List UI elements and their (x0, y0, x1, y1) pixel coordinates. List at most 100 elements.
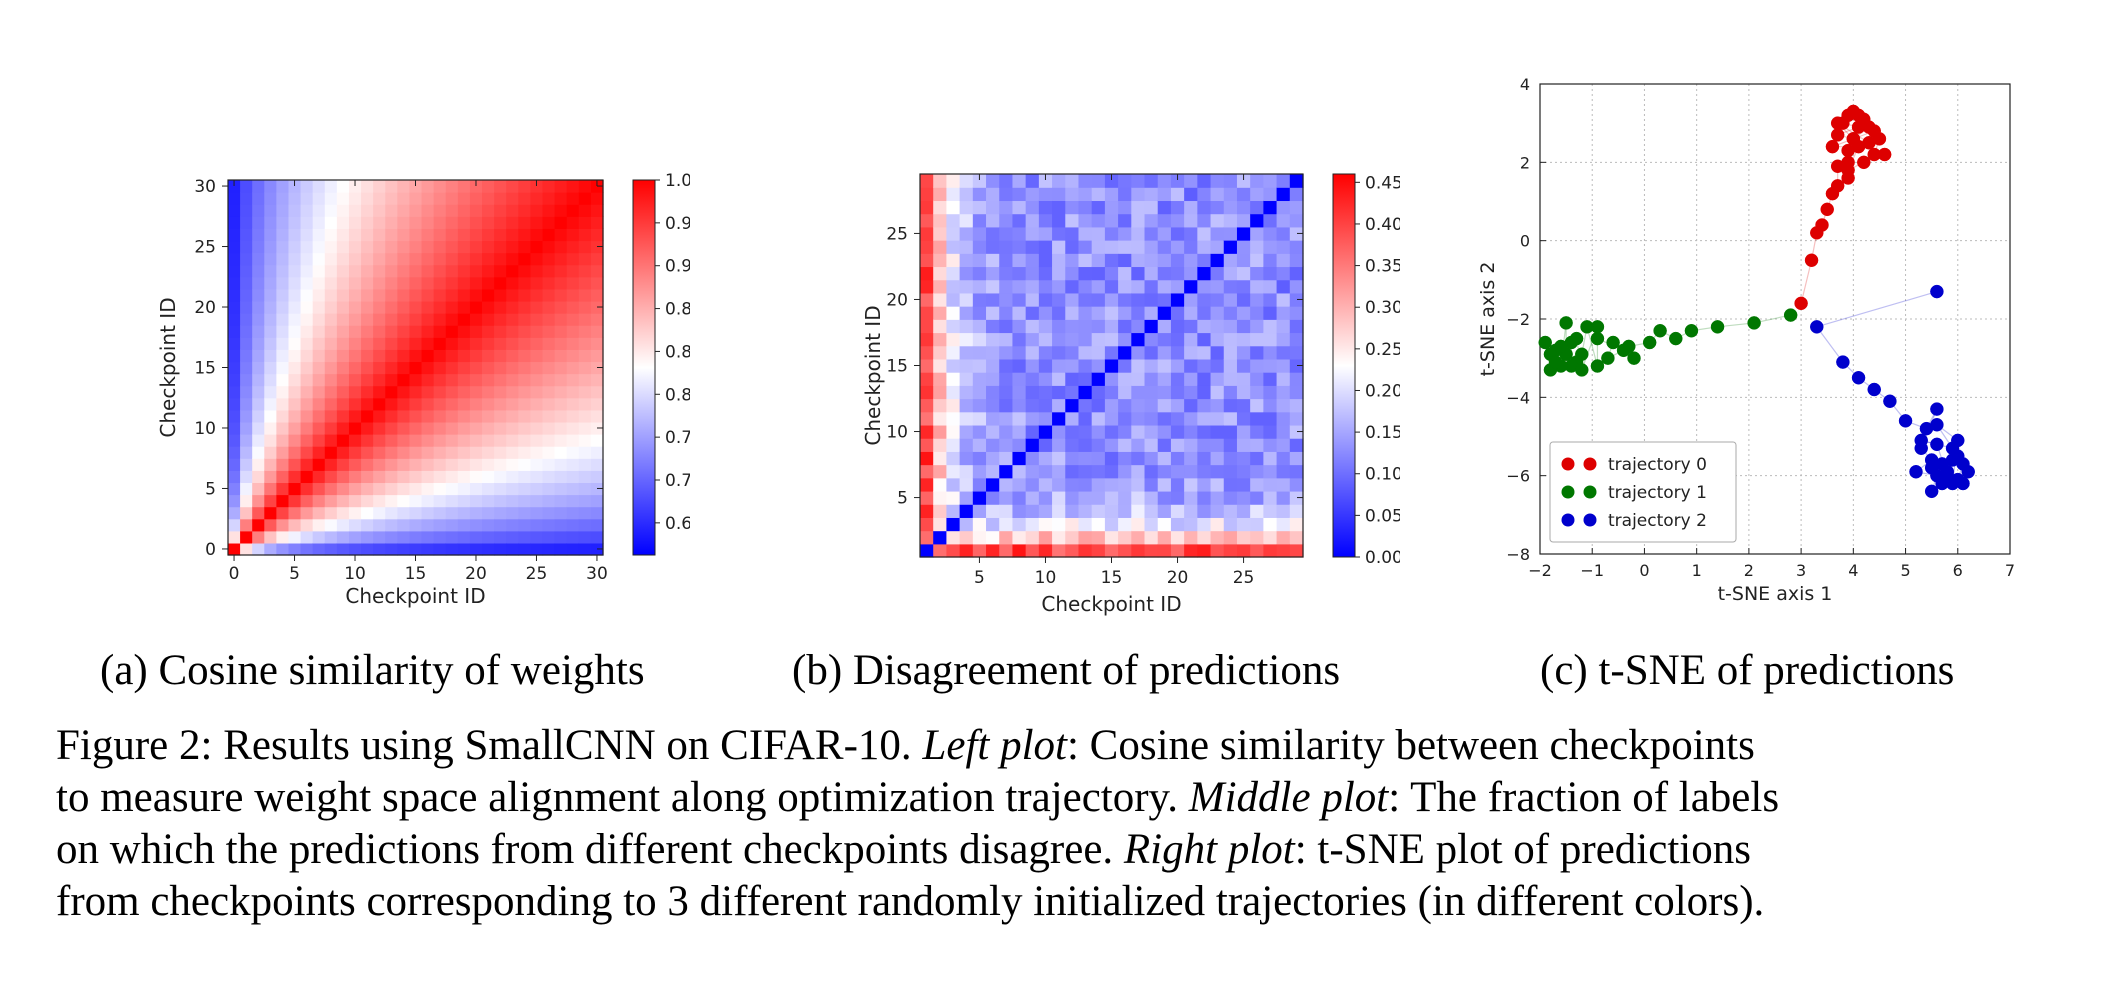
heatmap-cell (1065, 385, 1080, 400)
y-tick-label: 15 (886, 357, 908, 377)
heatmap-cell (1012, 543, 1027, 558)
heatmap-cell (1131, 398, 1146, 413)
heatmap-cell (1091, 266, 1106, 281)
legend-marker (1583, 457, 1597, 471)
heatmap-cell (1025, 358, 1040, 373)
heatmap-cell (1131, 306, 1146, 320)
x-tick-label: −1 (1580, 561, 1604, 580)
heatmap-cell (1223, 226, 1238, 241)
heatmap-cell (1118, 385, 1132, 400)
heatmap-cell (1276, 266, 1291, 281)
heatmap-cell (433, 506, 447, 520)
heatmap-cell (1065, 253, 1080, 268)
heatmap-cell (959, 187, 974, 202)
heatmap-cell (1236, 266, 1251, 281)
heatmap-cell (1170, 345, 1185, 360)
y-axis-label: Checkpoint ID (156, 297, 180, 437)
heatmap-cell (1210, 517, 1225, 532)
heatmap-cell (1131, 253, 1146, 268)
heatmap-cell (312, 458, 326, 471)
heatmap-cell (530, 228, 544, 242)
heatmap-cell (578, 446, 592, 459)
heatmap-cell (469, 446, 483, 459)
heatmap-cell (1170, 187, 1185, 202)
heatmap-cell (1157, 279, 1172, 294)
heatmap-cell (946, 372, 961, 386)
y-tick-label: 30 (194, 177, 216, 197)
heatmap-cell (1289, 424, 1304, 439)
heatmap-cell (252, 397, 265, 411)
data-point (1710, 320, 1725, 334)
heatmap-cell (324, 506, 338, 520)
heatmap-cell (946, 424, 961, 439)
data-point (1601, 351, 1615, 365)
heatmap-cell (469, 204, 483, 217)
heatmap-cell (1223, 438, 1238, 452)
heatmap-cell (1250, 332, 1264, 347)
heatmap-cell (1144, 292, 1159, 307)
heatmap-cell (494, 300, 507, 314)
heatmap-cell (421, 192, 435, 205)
heatmap-cell (1091, 345, 1106, 360)
heatmap-cell (578, 385, 592, 399)
heatmap-cell (469, 421, 483, 435)
heatmap-cell (933, 543, 948, 558)
heatmap-cell (1131, 200, 1146, 215)
heatmap-cell (1289, 187, 1304, 202)
heatmap-cell (1289, 240, 1304, 254)
heatmap-cell (1078, 332, 1093, 347)
heatmap-cell (1263, 306, 1278, 320)
heatmap-cell (252, 385, 265, 399)
data-point (1877, 147, 1892, 162)
data-point (1669, 331, 1683, 346)
heatmap-cell (518, 470, 532, 484)
heatmap-cell (933, 253, 948, 268)
heatmap-cell (920, 490, 934, 505)
heatmap-cell (1104, 411, 1119, 426)
heatmap-cell (409, 264, 423, 278)
heatmap-cell (518, 530, 532, 544)
heatmap-cell (385, 337, 398, 350)
heatmap-cell (920, 530, 934, 545)
data-point (1825, 139, 1840, 154)
heatmap-cell (578, 506, 592, 520)
heatmap-cell (433, 494, 447, 508)
heatmap-cell (264, 288, 277, 302)
heatmap-cell (933, 332, 948, 347)
colorbar-tick-label: 0.05 (1365, 506, 1400, 526)
heatmap-cell (288, 434, 302, 447)
heatmap-cell (986, 398, 1000, 413)
data-point (1548, 355, 1563, 369)
heatmap-cell (1223, 477, 1238, 492)
heatmap-cell (1012, 292, 1027, 307)
heatmap-cell (276, 506, 290, 520)
caption-line-2: to measure weight space alignment along … (56, 772, 2076, 824)
heatmap-cell (566, 264, 580, 278)
heatmap-cell (959, 504, 974, 518)
heatmap-cell (457, 252, 471, 266)
heatmap-cell (482, 349, 495, 363)
heatmap-cell (1144, 504, 1159, 518)
heatmap-cell (348, 204, 362, 217)
heatmap-cell (1289, 306, 1304, 320)
heatmap-cell (1250, 174, 1264, 188)
heatmap-cell (542, 180, 556, 193)
heatmap-cell (276, 288, 290, 302)
x-tick-label: 20 (1167, 568, 1189, 588)
data-point (1945, 441, 1960, 455)
heatmap-cell (1118, 332, 1132, 347)
heatmap-cell (554, 482, 568, 496)
heatmap-cell (397, 300, 411, 314)
heatmap-cell (542, 313, 556, 326)
heatmap-cell (1236, 504, 1251, 518)
heatmap-cell (986, 385, 1000, 400)
heatmap-cell (959, 543, 974, 558)
heatmap-cell (1118, 372, 1132, 386)
heatmap-cell (457, 385, 471, 399)
heatmap-cell (972, 253, 987, 268)
heatmap-cell (1289, 266, 1304, 281)
heatmap-cell (276, 252, 290, 266)
heatmap-cell (972, 398, 987, 413)
heatmap-cell (361, 264, 374, 278)
heatmap-cell (348, 192, 362, 205)
